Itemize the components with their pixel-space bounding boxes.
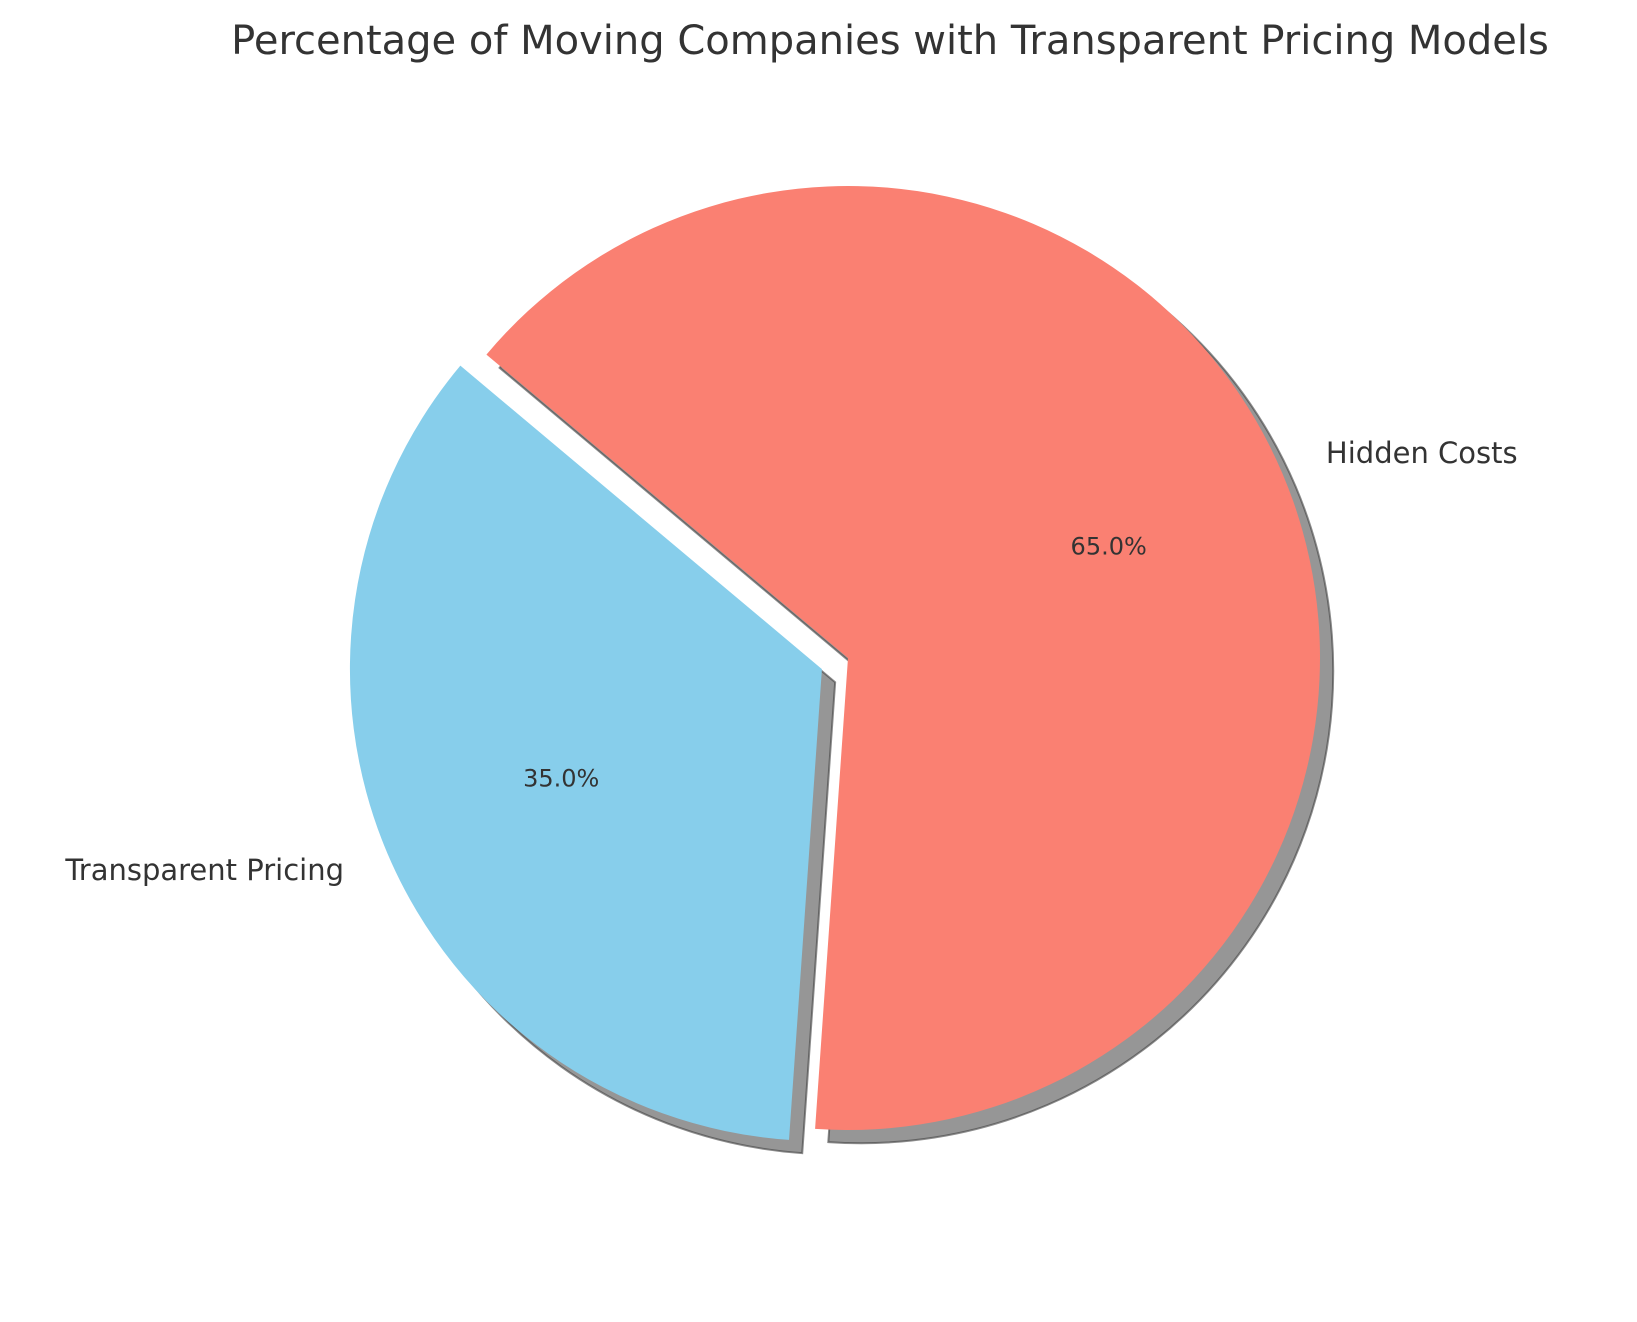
slice-transparent-pricing [349,365,822,1140]
slice-label-transparent-pricing: Transparent Pricing [64,853,344,887]
slice-hidden-costs [486,185,1321,1131]
slices [349,185,1321,1140]
slice-label-hidden-costs: Hidden Costs [1326,436,1518,470]
slice-labels: Transparent Pricing 35.0% Hidden Costs 65.0… [64,436,1517,887]
chart-title: Percentage of Moving Companies with Tran… [231,18,1549,64]
slice-percent-transparent-pricing: 35.0% [523,765,599,793]
slice-percent-hidden-costs: 65.0% [1071,532,1147,560]
